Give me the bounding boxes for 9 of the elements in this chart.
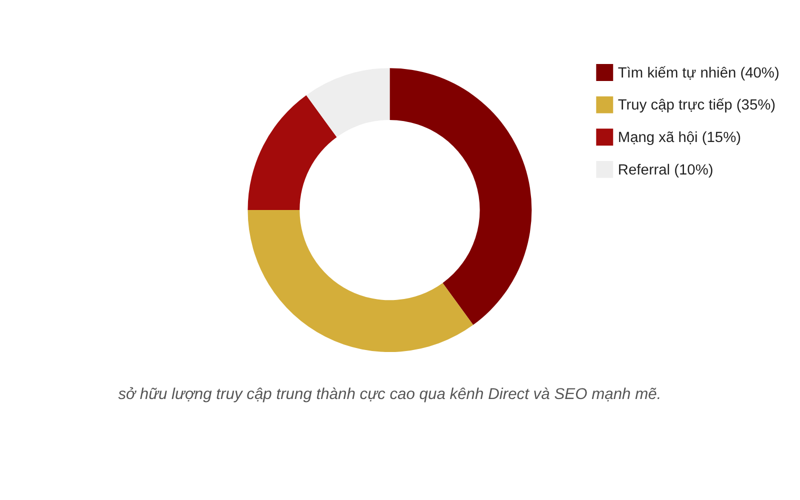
donut-slice bbox=[248, 210, 474, 352]
legend-label: Referral (10%) bbox=[618, 162, 714, 178]
donut-slice bbox=[390, 68, 532, 325]
text: sở hữu lượng truy cập trung thành cực cao qua kênh Direct và SEO mạnh mẽ. bbox=[118, 386, 662, 404]
donut-slice bbox=[306, 68, 390, 138]
donut-slice bbox=[248, 95, 337, 210]
legend-label: Tìm kiếm tự nhiên (40%) bbox=[618, 65, 780, 82]
legend-label: Mạng xã hội (15%) bbox=[618, 130, 742, 146]
legend-label: Truy cập trực tiếp (35%) bbox=[618, 98, 776, 114]
